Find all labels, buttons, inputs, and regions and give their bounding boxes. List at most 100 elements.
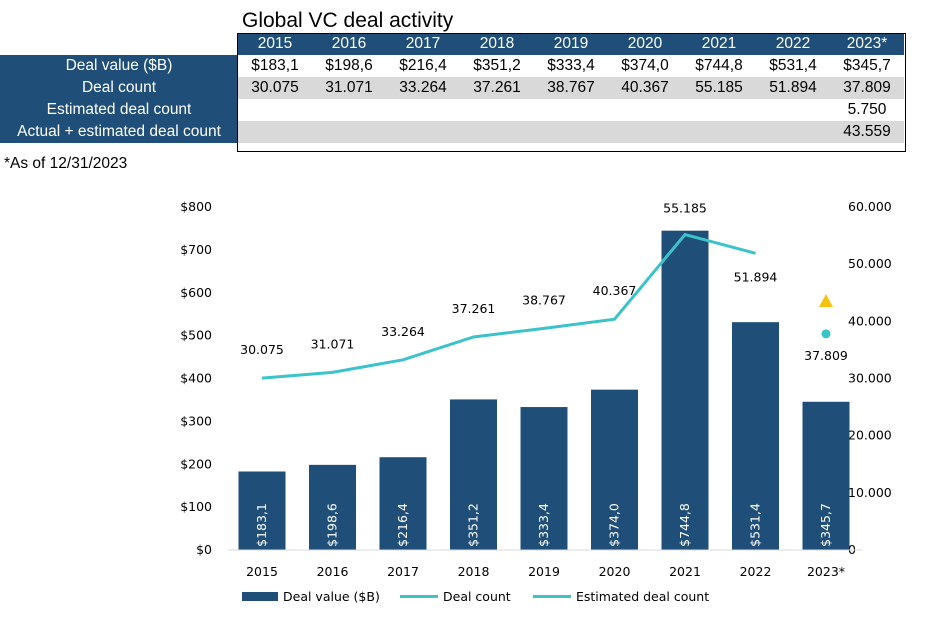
legend-label: Deal value ($B): [283, 589, 380, 604]
x-axis-tick-label: 2020: [599, 564, 631, 579]
table-row: Deal value ($B) $183,1 $198,6 $216,4 $351,2 $…: [0, 55, 904, 77]
table-cell: [312, 121, 386, 143]
bar-data-label: $351,2: [466, 503, 481, 547]
x-axis-tick-label: 2022: [740, 564, 772, 579]
table-cell: 5.750: [847, 101, 887, 118]
bar: [591, 389, 638, 550]
bar: [802, 401, 850, 550]
deal-count-line: [261, 232, 756, 380]
bar-data-label: $183,1: [254, 503, 269, 547]
bar-data-label: $333,4: [536, 503, 551, 547]
legend-label: Estimated deal count: [576, 589, 710, 604]
table-cell: 40.367: [608, 77, 682, 99]
legend-swatch-line: [400, 595, 438, 598]
table-cell: 38.767: [534, 77, 608, 99]
left-axis-tick-label: $400: [180, 371, 212, 386]
bar-data-label: $216,4: [395, 503, 410, 547]
year-header: 2018: [460, 33, 534, 55]
bar: [309, 464, 356, 550]
legend-item-deal-value: Deal value ($B): [242, 589, 380, 604]
legend-swatch-line: [533, 595, 571, 598]
year-header: 2022: [756, 33, 830, 55]
line-data-label: 40.367: [593, 283, 637, 298]
table-row: Estimated deal count 5.750: [0, 99, 904, 121]
x-axis-tick-label: 2019: [528, 564, 560, 579]
table-cell: 55.185: [682, 77, 756, 99]
row-label: Deal value ($B): [0, 55, 238, 77]
bar-data-label: $374,0: [607, 503, 622, 547]
table-cell: $351,2: [473, 57, 521, 74]
year-header: 2020: [608, 33, 682, 55]
left-axis-tick-label: $300: [180, 413, 212, 428]
year-header: 2017: [386, 33, 460, 55]
x-axis-tick-label: 2016: [317, 564, 349, 579]
legend-label: Deal count: [443, 589, 511, 604]
right-axis-tick-label: 60.000: [848, 199, 892, 214]
line-data-label: 30.075: [240, 342, 284, 357]
legend-swatch-bar: [242, 592, 278, 601]
table-cell: $531,4: [769, 57, 817, 74]
table-header-row: 2015 2016 2017 2018 2019 2020 2021 2022 …: [0, 33, 904, 55]
table-cell: [756, 121, 830, 143]
table-cell: 33.264: [386, 77, 460, 99]
right-axis-tick-label: 40.000: [848, 313, 892, 328]
bar: [379, 457, 427, 550]
table-cell: $333,4: [547, 57, 595, 74]
left-axis-tick-label: $200: [180, 456, 212, 471]
bar: [661, 230, 709, 551]
bar-data-label: $345,7: [818, 503, 833, 547]
right-axis-tick-label: 50.000: [848, 256, 892, 271]
row-label: Deal count: [0, 77, 238, 99]
x-axis-tick-label: 2018: [458, 564, 490, 579]
right-axis-tick-label: 30.000: [848, 371, 892, 386]
left-axis-tick-label: $500: [180, 328, 212, 343]
table-cell: $216,4: [399, 57, 447, 74]
table-cell: [238, 121, 312, 143]
table-cell: [386, 121, 460, 143]
marker-data-label: 37.809: [804, 348, 848, 363]
left-axis-tick-label: $0: [196, 542, 212, 557]
table-cell: 43.559: [830, 121, 904, 143]
right-axis-tick-label: 20.000: [848, 428, 892, 443]
x-axis-tick-label: 2021: [669, 564, 701, 579]
legend-item-deal-count: Deal count: [400, 589, 511, 604]
table-cell: 37.809: [830, 77, 904, 99]
year-header: 2019: [534, 33, 608, 55]
line-data-label: 38.767: [522, 292, 566, 307]
table-row: Deal count 30.075 31.071 33.264 37.261 38.767…: [0, 77, 904, 99]
year-header: 2015: [238, 33, 312, 55]
bar: [238, 471, 286, 550]
deal-count-2023-marker: [821, 329, 831, 339]
line-data-label: 31.071: [311, 336, 355, 351]
x-axis-tick-label: 2015: [246, 564, 278, 579]
row-label: Estimated deal count: [0, 99, 238, 121]
footnote: *As of 12/31/2023: [4, 155, 128, 172]
bar: [520, 407, 568, 550]
line-data-label: 37.261: [452, 301, 496, 316]
table-cell: [608, 121, 682, 143]
bar: [450, 399, 497, 550]
left-axis-tick-label: $600: [180, 285, 212, 300]
table-cell: 51.894: [756, 77, 830, 99]
row-label: Actual + estimated deal count: [0, 121, 238, 143]
table-cell: $374,0: [621, 57, 669, 74]
table-cell: $198,6: [325, 57, 373, 74]
table-row: Actual + estimated deal count 43.559: [0, 121, 904, 143]
year-header: 2021: [682, 33, 756, 55]
legend-item-estimated-deal-count: Estimated deal count: [533, 589, 709, 604]
line-data-label: 51.894: [734, 269, 778, 284]
year-header: 2016: [312, 33, 386, 55]
bar-data-label: $744,8: [677, 503, 692, 547]
table-cell: [460, 121, 534, 143]
bar-data-label: $198,6: [325, 503, 340, 547]
estimated-deal-count-triangle-marker: [819, 293, 833, 307]
table-cell: 30.075: [238, 77, 312, 99]
table-cell: $345,7: [843, 57, 891, 74]
left-axis-tick-label: $700: [180, 242, 212, 257]
table-cell: 31.071: [312, 77, 386, 99]
x-axis-tick-label: 2017: [387, 564, 419, 579]
left-axis-tick-label: $100: [180, 499, 212, 514]
table-cell: $744,8: [695, 57, 743, 74]
data-table: 2015 2016 2017 2018 2019 2020 2021 2022 …: [0, 33, 904, 143]
